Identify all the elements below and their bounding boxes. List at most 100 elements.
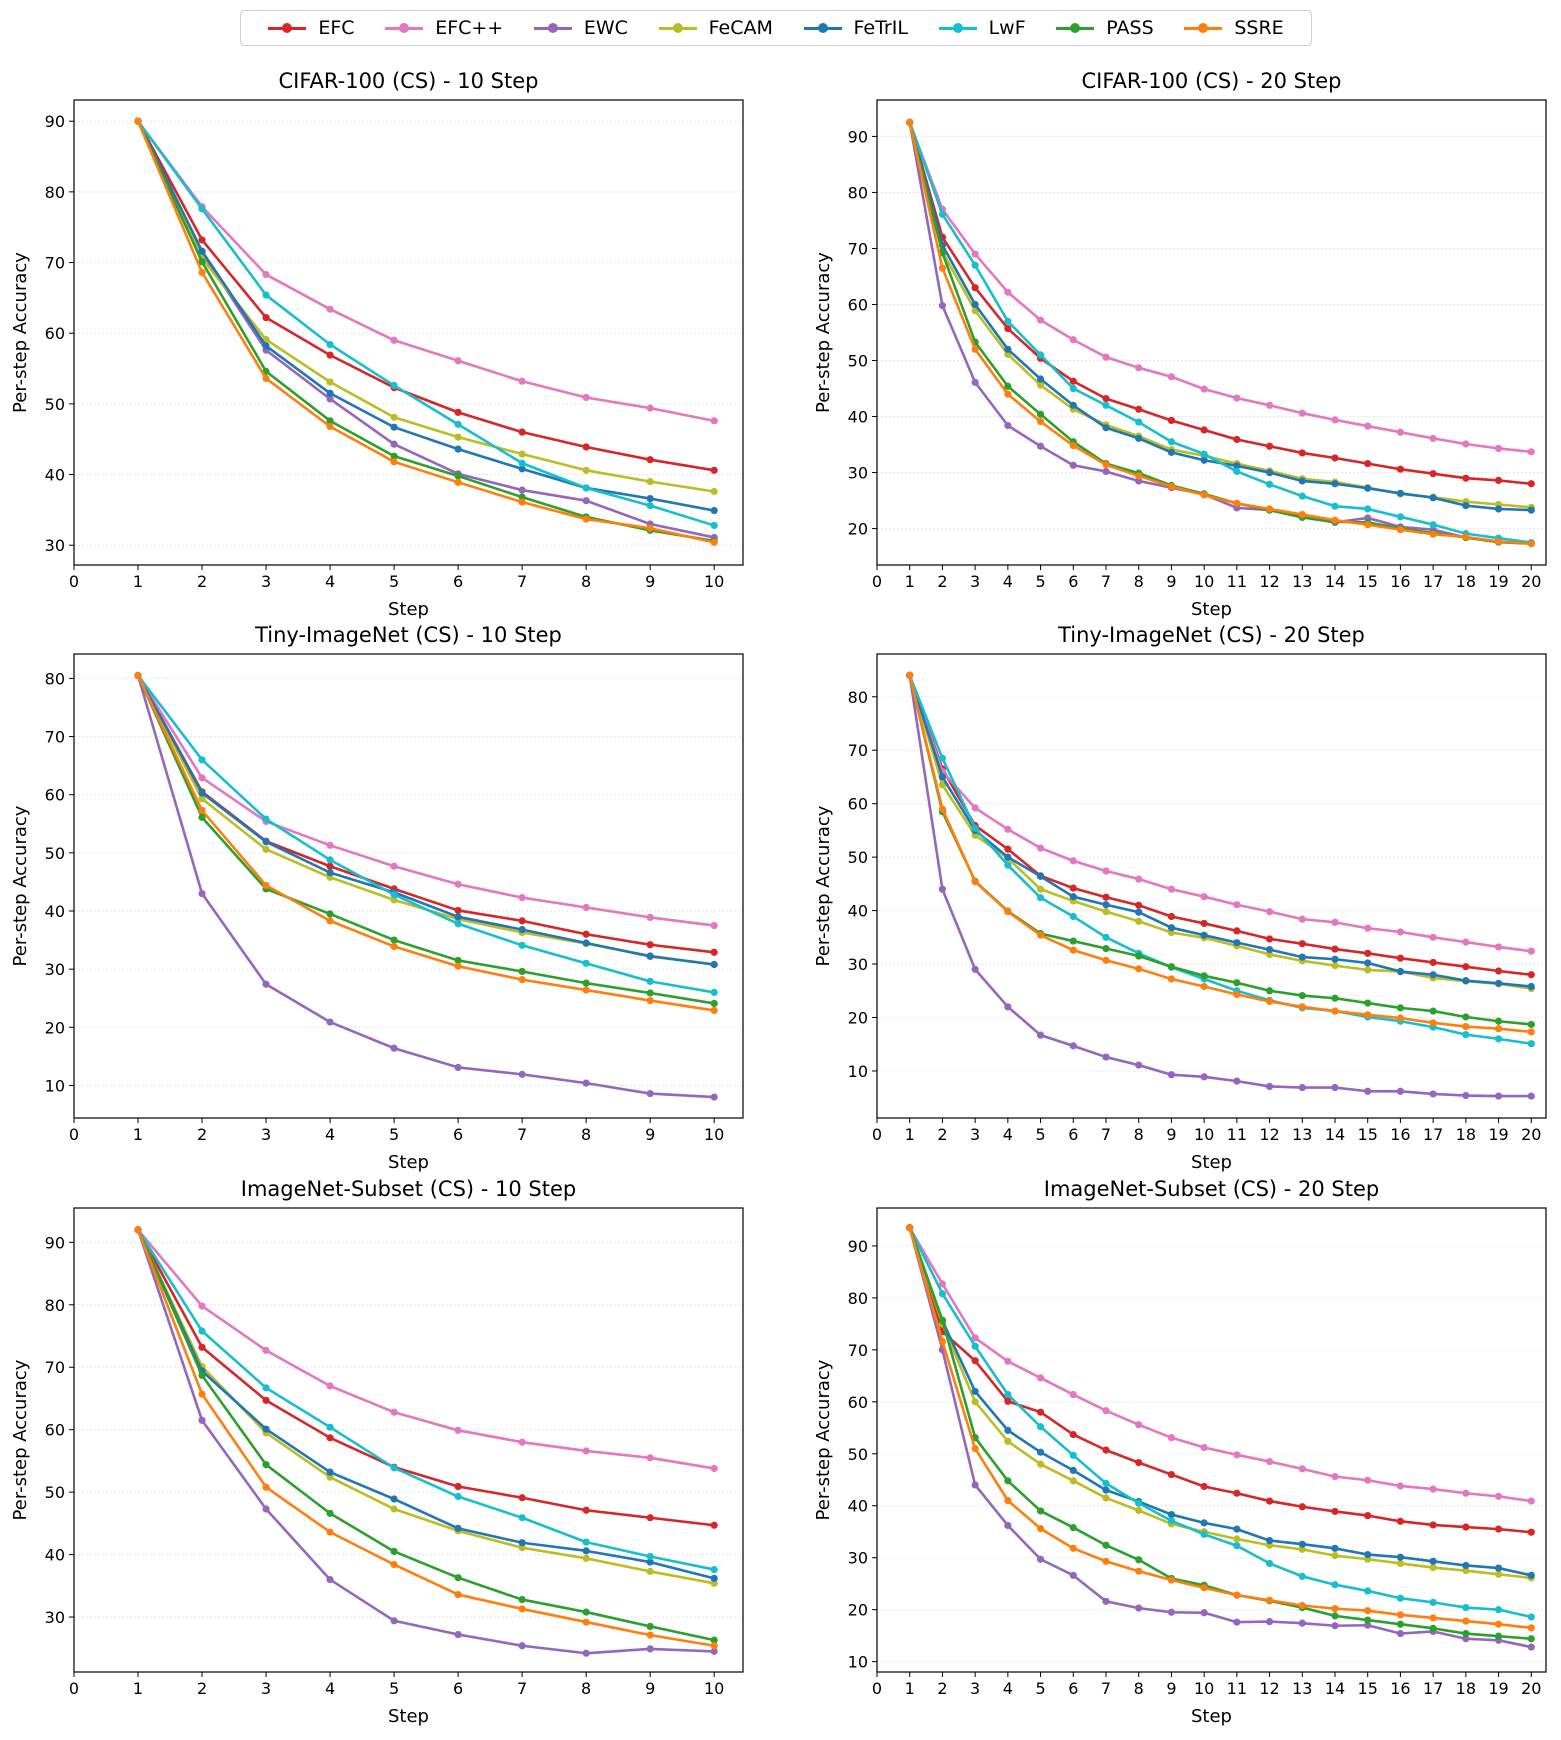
x-tick-label: 4 bbox=[325, 1125, 335, 1144]
data-point bbox=[1069, 336, 1077, 344]
data-point bbox=[1004, 1477, 1012, 1485]
data-point bbox=[390, 896, 398, 904]
y-tick-label: 50 bbox=[848, 848, 868, 867]
data-point bbox=[198, 774, 206, 782]
data-point bbox=[1167, 1510, 1176, 1519]
series-line bbox=[136, 1229, 715, 1527]
data-point bbox=[262, 815, 270, 823]
data-point bbox=[646, 1552, 654, 1561]
series-line bbox=[908, 1227, 1532, 1630]
data-point bbox=[326, 841, 334, 849]
legend-swatch bbox=[1056, 21, 1095, 35]
data-point bbox=[1494, 1525, 1503, 1533]
y-tick-label: 60 bbox=[848, 1393, 868, 1412]
chart-title: CIFAR-100 (CS) - 10 Step bbox=[279, 69, 539, 93]
data-point bbox=[518, 917, 526, 925]
series-line bbox=[908, 1227, 1532, 1577]
data-point bbox=[1069, 401, 1077, 409]
x-tick-label: 12 bbox=[1259, 1679, 1279, 1698]
data-point bbox=[971, 1444, 979, 1453]
y-tick-label: 20 bbox=[848, 1601, 868, 1620]
series-line bbox=[908, 122, 1532, 512]
data-point bbox=[710, 1647, 718, 1655]
data-point bbox=[1135, 1604, 1143, 1612]
y-tick-label: 70 bbox=[848, 741, 868, 760]
x-tick-label: 1 bbox=[905, 1125, 915, 1144]
data-point bbox=[1396, 967, 1405, 976]
x-tick-label: 3 bbox=[970, 1679, 980, 1698]
data-point bbox=[1331, 1544, 1339, 1552]
data-point bbox=[646, 1631, 654, 1639]
data-point bbox=[518, 450, 526, 458]
x-tick-label: 1 bbox=[133, 572, 143, 591]
data-point bbox=[1265, 1617, 1274, 1626]
y-tick-label: 80 bbox=[848, 183, 868, 202]
data-point bbox=[1462, 1013, 1470, 1021]
data-point bbox=[1069, 1571, 1077, 1579]
series-pass bbox=[906, 118, 1535, 548]
series-efcplusplus bbox=[906, 1224, 1535, 1505]
x-tick-label: 8 bbox=[1134, 1679, 1144, 1698]
data-point bbox=[1364, 1011, 1372, 1019]
x-axis-label: Step bbox=[1191, 599, 1232, 620]
series-fetril bbox=[906, 118, 1535, 514]
data-point bbox=[582, 1618, 590, 1626]
data-point bbox=[1200, 491, 1208, 499]
data-point bbox=[518, 1514, 526, 1522]
y-tick-label: 50 bbox=[45, 395, 65, 414]
data-point bbox=[198, 889, 206, 898]
legend-entry-lwf: LwF bbox=[938, 17, 1026, 39]
data-point bbox=[262, 1461, 270, 1469]
data-point bbox=[646, 478, 654, 486]
data-point bbox=[1396, 1620, 1405, 1628]
data-point bbox=[1102, 901, 1110, 909]
data-point bbox=[1200, 1609, 1208, 1617]
series-line bbox=[136, 120, 715, 527]
data-point bbox=[1429, 933, 1437, 941]
data-point bbox=[1167, 924, 1176, 932]
data-point bbox=[1462, 1567, 1470, 1575]
data-point bbox=[1462, 474, 1470, 482]
data-point bbox=[1396, 954, 1405, 962]
data-point bbox=[1462, 1561, 1470, 1570]
data-point bbox=[454, 1426, 462, 1434]
data-point bbox=[454, 1574, 462, 1582]
data-point bbox=[1036, 1555, 1045, 1563]
y-axis-label: Per-step Accuracy bbox=[10, 252, 31, 413]
data-point bbox=[1233, 499, 1241, 507]
data-point bbox=[1364, 924, 1372, 932]
data-point bbox=[1135, 477, 1143, 485]
series-line bbox=[136, 1229, 715, 1648]
series-ewc bbox=[134, 671, 718, 1101]
series-line bbox=[908, 1227, 1532, 1580]
data-point bbox=[518, 428, 526, 436]
series-line bbox=[908, 674, 1532, 953]
data-point bbox=[1036, 872, 1045, 880]
data-point bbox=[1298, 1601, 1306, 1610]
data-point bbox=[1135, 1567, 1143, 1575]
data-point bbox=[1494, 444, 1503, 453]
data-point bbox=[582, 1547, 590, 1555]
data-point bbox=[454, 920, 462, 928]
data-point bbox=[1004, 845, 1012, 853]
x-tick-label: 5 bbox=[1035, 1679, 1045, 1698]
data-point bbox=[1462, 1489, 1470, 1497]
data-point bbox=[326, 1473, 334, 1481]
data-point bbox=[646, 1558, 654, 1566]
data-point bbox=[971, 378, 979, 386]
data-point bbox=[1167, 373, 1176, 381]
y-tick-label: 10 bbox=[848, 1653, 868, 1672]
data-point bbox=[1004, 1390, 1012, 1399]
data-point bbox=[1494, 476, 1503, 485]
series-efcplusplus bbox=[134, 671, 718, 930]
data-point bbox=[1265, 1559, 1274, 1568]
y-tick-label: 90 bbox=[45, 112, 65, 131]
data-point bbox=[1069, 461, 1077, 469]
data-point bbox=[938, 264, 947, 272]
data-point bbox=[1233, 462, 1241, 470]
data-point bbox=[1167, 1608, 1176, 1616]
y-tick-label: 40 bbox=[848, 408, 868, 427]
x-tick-label: 18 bbox=[1456, 1679, 1476, 1698]
data-point bbox=[1102, 1486, 1110, 1494]
data-point bbox=[646, 1514, 654, 1522]
